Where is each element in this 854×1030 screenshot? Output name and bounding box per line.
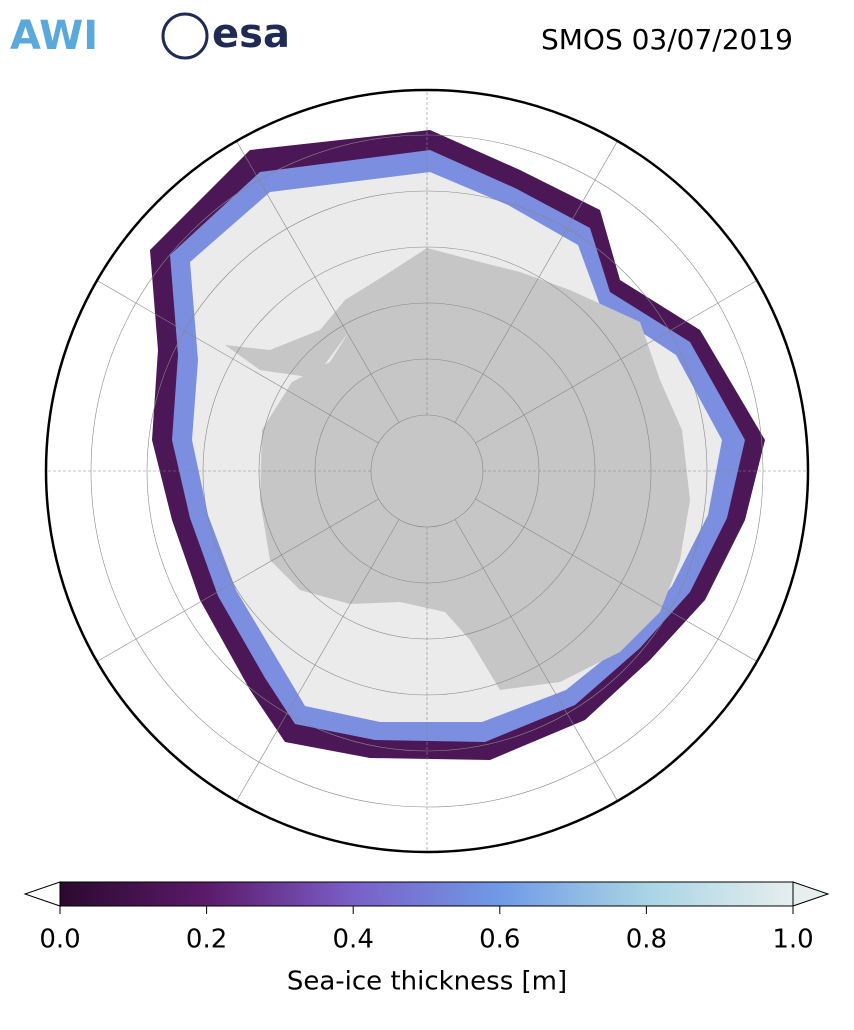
meridian-line: [96, 280, 379, 444]
colorbar-tick-label: 0.2: [186, 925, 227, 955]
colorbar-tick-label: 0.8: [626, 925, 667, 955]
graticule: [46, 90, 808, 852]
meridian-line: [475, 280, 758, 444]
meridian-line: [236, 140, 400, 423]
esa-logo: esa: [212, 11, 290, 57]
colorbar-label: Sea-ice thickness [m]: [287, 967, 567, 997]
colorbar-extend-low: [23, 881, 61, 907]
colorbar: Sea-ice thickness [m] 0.0 0.2 0.4 0.6 0.8 1.0: [23, 881, 830, 997]
map: [46, 90, 808, 852]
colorbar-tick-label: 0.4: [333, 925, 374, 955]
esa-emblem: [161, 12, 209, 60]
meridian-line: [475, 498, 758, 662]
meridian-line: [454, 519, 618, 802]
colorbar-gradient: [59, 881, 794, 907]
latitude-line: [146, 190, 708, 752]
meridian-line: [454, 140, 618, 423]
map-frame: [44, 88, 810, 854]
meridian-line: [96, 498, 379, 662]
title: SMOS 03/07/2019: [541, 23, 793, 56]
colorbar-tick-label: 0.6: [479, 925, 520, 955]
colorbar-tick-label: 1.0: [772, 925, 813, 955]
colorbar-tick-label: 0.0: [39, 925, 80, 955]
meridian-line: [236, 519, 400, 802]
antarctica: [225, 248, 690, 690]
colorbar-extend-high: [792, 881, 830, 907]
awi-logo: AWI: [10, 13, 98, 59]
